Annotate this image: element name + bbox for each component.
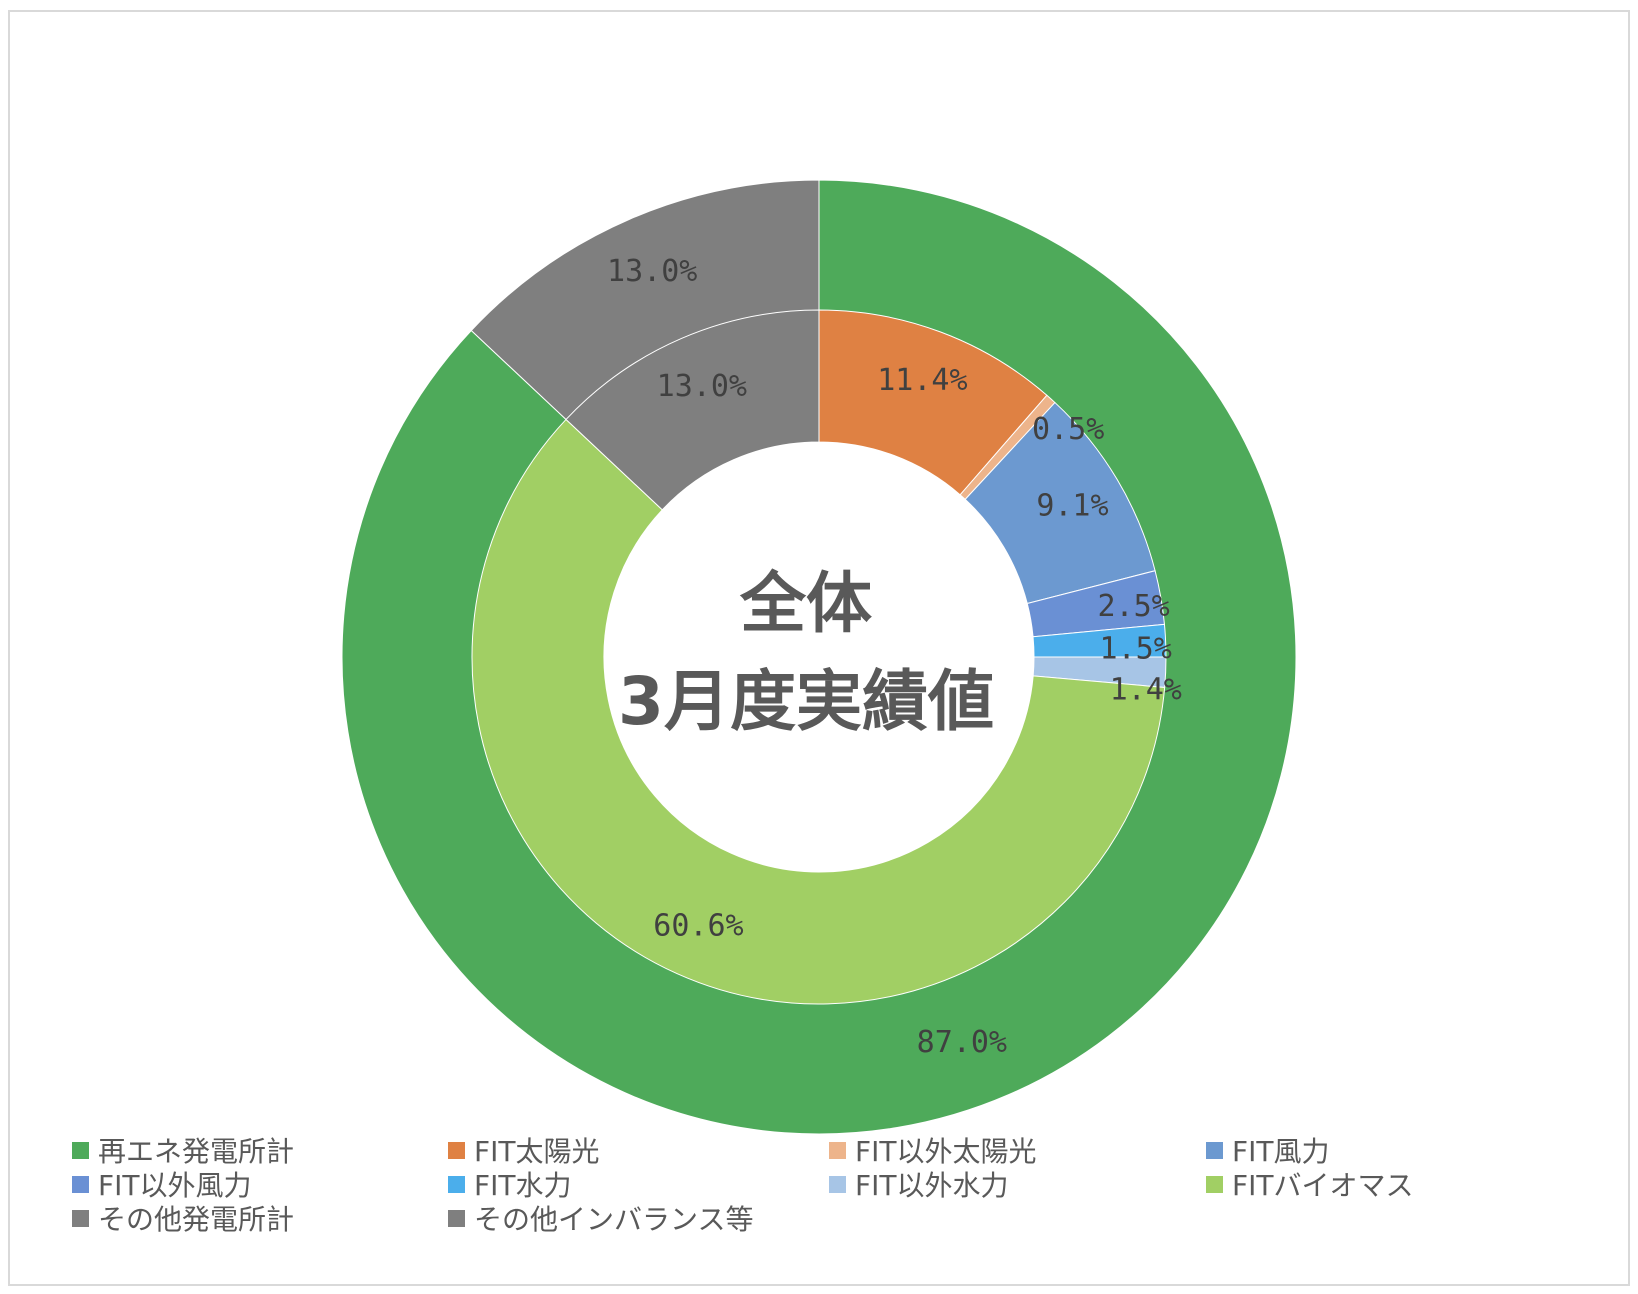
center-title-line-2: 3月度実績値 [618, 663, 994, 740]
data-labels: 87.0% 13.0% 11.4% 0.5% 9.1% 2.5% 1.5% 1.4% 60.6%… [607, 254, 1182, 1060]
legend-swatch [1206, 1141, 1223, 1159]
inner-data-label-5: 1.4% [1110, 672, 1182, 707]
legend-swatch [448, 1141, 465, 1159]
outer-data-label-0: 87.0% [917, 1025, 1007, 1060]
legend-label: FIT以外水力 [855, 1169, 1009, 1202]
inner-ring [471, 309, 1167, 1005]
legend-swatch [72, 1209, 89, 1227]
legend-swatch [829, 1175, 846, 1193]
legend-swatch [448, 1209, 465, 1227]
legend-label: FIT水力 [474, 1169, 572, 1202]
legend-label: FITバイオマス [1232, 1169, 1414, 1202]
inner-data-label-3: 2.5% [1097, 589, 1169, 624]
inner-data-label-0: 11.4% [877, 363, 967, 398]
legend-label: FIT以外風力 [98, 1169, 252, 1202]
legend-item: FIT以外風力 [72, 1166, 251, 1202]
legend-item: FIT以外水力 [829, 1166, 1008, 1202]
legend-swatch [1206, 1175, 1223, 1193]
center-title-line-1: 全体 [740, 565, 872, 642]
legend-swatch [72, 1141, 89, 1159]
legend-item: FIT太陽光 [448, 1132, 599, 1168]
inner-data-label-2: 9.1% [1036, 489, 1108, 524]
inner-slice-6 [471, 418, 1166, 1005]
legend-label: FIT風力 [1232, 1135, 1330, 1168]
legend-swatch [448, 1175, 465, 1193]
legend-item: FIT風力 [1206, 1132, 1329, 1168]
inner-data-label-4: 1.5% [1100, 632, 1172, 667]
legend-item: その他インバランス等 [448, 1200, 753, 1236]
inner-data-label-1: 0.5% [1032, 412, 1104, 447]
legend-swatch [72, 1175, 89, 1193]
inner-data-label-7: 13.0% [657, 369, 747, 404]
legend-label: FIT以外太陽光 [855, 1135, 1037, 1168]
legend-label: FIT太陽光 [474, 1135, 600, 1168]
legend-item: FITバイオマス [1206, 1166, 1413, 1202]
legend-item: 再エネ発電所計 [72, 1132, 294, 1168]
center-title: 全体 3月度実績値 [576, 555, 1036, 751]
legend-item: その他発電所計 [72, 1200, 294, 1236]
inner-data-label-6: 60.6% [653, 909, 743, 944]
legend-label: その他発電所計 [98, 1203, 295, 1236]
legend-swatch [829, 1141, 846, 1159]
legend-item: FIT水力 [448, 1166, 571, 1202]
inner-slice-7 [565, 309, 820, 511]
legend-label: その他インバランス等 [474, 1203, 754, 1236]
outer-data-label-1: 13.0% [607, 254, 697, 289]
legend-label: 再エネ発電所計 [98, 1135, 295, 1168]
legend-item: FIT以外太陽光 [829, 1132, 1036, 1168]
